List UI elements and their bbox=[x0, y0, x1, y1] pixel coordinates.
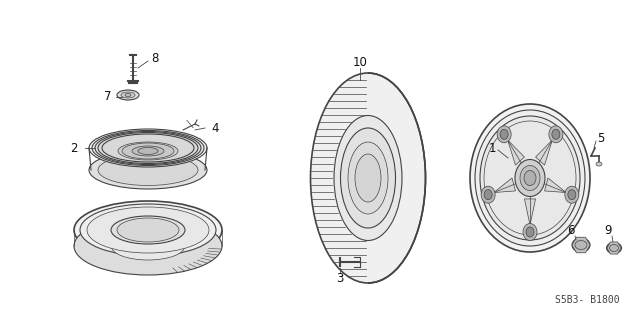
Text: 2: 2 bbox=[70, 142, 77, 154]
Ellipse shape bbox=[470, 104, 590, 252]
Polygon shape bbox=[545, 178, 566, 193]
Ellipse shape bbox=[102, 134, 194, 162]
Ellipse shape bbox=[475, 110, 585, 246]
Text: 7: 7 bbox=[104, 91, 112, 103]
Ellipse shape bbox=[80, 204, 216, 256]
Ellipse shape bbox=[122, 143, 174, 159]
Polygon shape bbox=[494, 178, 515, 193]
Polygon shape bbox=[536, 140, 552, 165]
Ellipse shape bbox=[87, 207, 209, 253]
Ellipse shape bbox=[111, 216, 185, 244]
Ellipse shape bbox=[520, 166, 540, 190]
Ellipse shape bbox=[568, 190, 576, 200]
Ellipse shape bbox=[348, 142, 388, 214]
Ellipse shape bbox=[132, 146, 164, 156]
Text: 1: 1 bbox=[488, 142, 496, 154]
Ellipse shape bbox=[572, 238, 590, 252]
Ellipse shape bbox=[117, 218, 179, 242]
Ellipse shape bbox=[118, 142, 178, 160]
Ellipse shape bbox=[552, 129, 560, 139]
Ellipse shape bbox=[549, 126, 563, 143]
Ellipse shape bbox=[607, 242, 621, 254]
Ellipse shape bbox=[340, 128, 396, 228]
Ellipse shape bbox=[497, 126, 511, 143]
Polygon shape bbox=[508, 140, 524, 165]
Text: 10: 10 bbox=[353, 56, 367, 69]
Ellipse shape bbox=[609, 244, 618, 251]
Ellipse shape bbox=[480, 116, 580, 240]
Ellipse shape bbox=[95, 131, 201, 165]
Text: 8: 8 bbox=[151, 51, 159, 64]
Text: 3: 3 bbox=[336, 271, 344, 285]
Ellipse shape bbox=[484, 190, 492, 200]
Ellipse shape bbox=[524, 170, 536, 186]
Ellipse shape bbox=[481, 186, 495, 203]
Ellipse shape bbox=[515, 160, 545, 197]
Ellipse shape bbox=[117, 90, 139, 100]
Ellipse shape bbox=[125, 93, 131, 97]
Ellipse shape bbox=[355, 154, 381, 202]
Ellipse shape bbox=[138, 147, 158, 154]
Ellipse shape bbox=[111, 232, 185, 260]
Polygon shape bbox=[524, 199, 536, 225]
Ellipse shape bbox=[523, 224, 537, 241]
Ellipse shape bbox=[565, 186, 579, 203]
Ellipse shape bbox=[74, 201, 222, 259]
Ellipse shape bbox=[89, 129, 207, 167]
Ellipse shape bbox=[121, 92, 135, 98]
Ellipse shape bbox=[98, 154, 198, 186]
Ellipse shape bbox=[575, 241, 587, 249]
Ellipse shape bbox=[334, 115, 402, 241]
Ellipse shape bbox=[89, 151, 207, 189]
Ellipse shape bbox=[526, 227, 534, 237]
Ellipse shape bbox=[310, 73, 426, 283]
Text: 4: 4 bbox=[211, 122, 219, 135]
Text: S5B3- B1800: S5B3- B1800 bbox=[556, 295, 620, 305]
Ellipse shape bbox=[74, 217, 222, 275]
Ellipse shape bbox=[500, 129, 508, 139]
Text: 9: 9 bbox=[604, 224, 612, 236]
Text: 5: 5 bbox=[597, 131, 605, 145]
Ellipse shape bbox=[98, 132, 198, 164]
Text: 6: 6 bbox=[567, 224, 575, 236]
Ellipse shape bbox=[92, 130, 204, 166]
Ellipse shape bbox=[596, 162, 602, 166]
